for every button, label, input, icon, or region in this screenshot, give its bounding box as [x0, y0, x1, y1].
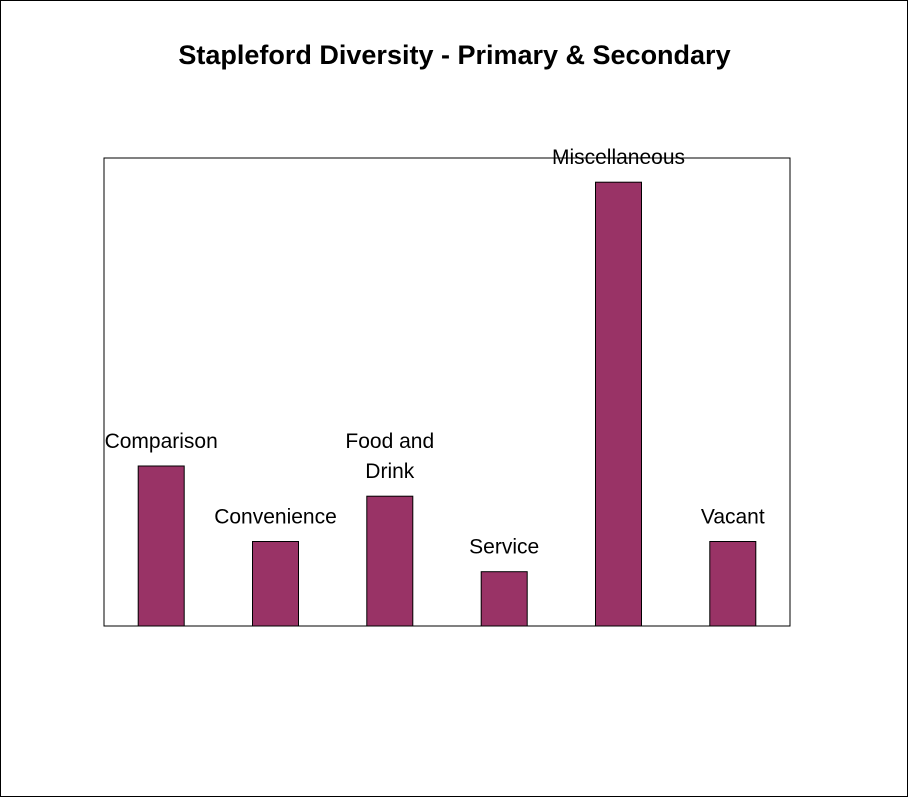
- data-label-convenience: Convenience: [214, 506, 337, 529]
- bar-vacant: [709, 541, 757, 627]
- chart-title: Stapleford Diversity - Primary & Seconda…: [178, 40, 731, 70]
- data-label-line: Comparison: [105, 430, 218, 453]
- data-label-line: Drink: [365, 460, 415, 483]
- data-label-miscellaneous: Miscellaneous: [552, 146, 685, 169]
- data-label-line: Miscellaneous: [552, 146, 685, 169]
- data-label-line: Service: [469, 536, 539, 559]
- bar-food-and-drink: [366, 495, 414, 627]
- data-label-vacant: Vacant: [701, 506, 765, 529]
- data-label-food-and-drink: Food and Drink: [345, 430, 434, 483]
- bar-comparison: [137, 465, 185, 627]
- data-label-line: Food and: [345, 430, 434, 453]
- data-label-comparison: Comparison: [105, 430, 218, 453]
- category-labels: Comparison Convenience Food and Drink Servic…: [105, 146, 765, 559]
- plot-area: [103, 157, 791, 627]
- bars-layer: [137, 181, 757, 627]
- bar-service: [480, 571, 528, 627]
- bar-convenience: [252, 541, 299, 627]
- bar-miscellaneous: [595, 181, 642, 627]
- data-label-line: Vacant: [701, 506, 765, 529]
- data-label-service: Service: [469, 536, 539, 559]
- data-label-line: Convenience: [214, 506, 337, 529]
